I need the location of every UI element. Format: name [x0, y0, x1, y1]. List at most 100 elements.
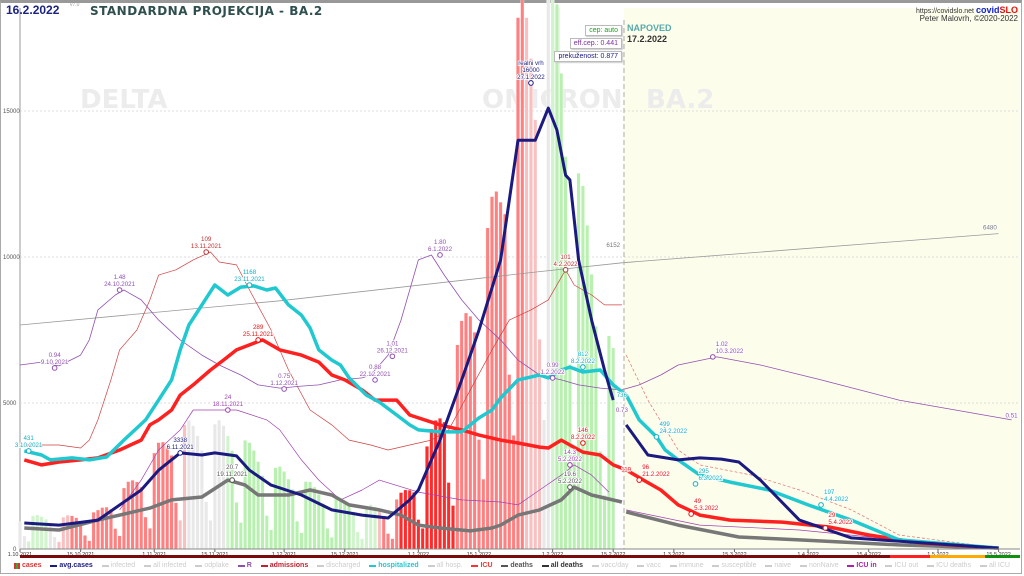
legend-item-icu-out[interactable]: ICU out: [885, 562, 918, 569]
cases-bar: [269, 529, 273, 550]
annotation-label: 24.2.2022: [660, 428, 688, 435]
legend-item-all-deaths[interactable]: all deaths: [541, 562, 584, 569]
cases-bar: [472, 332, 477, 550]
annotation-label: 21.2.2022: [642, 471, 670, 478]
cases-bar: [533, 119, 538, 550]
timeline-bar-green: [985, 555, 1020, 558]
cases-bar: [83, 535, 87, 550]
value-label: 0.51: [1006, 413, 1019, 420]
legend-label: susceptible: [721, 562, 757, 569]
legend-item-immune[interactable]: immune: [669, 562, 704, 569]
cases-bar: [178, 520, 183, 550]
cases-bar: [542, 419, 546, 550]
legend-item-r[interactable]: R: [237, 562, 252, 569]
site-url[interactable]: https://covidslo.net: [916, 8, 975, 15]
cases-bar: [234, 502, 239, 550]
author-credit: Peter Malovrh, ©2020-2022: [919, 14, 1018, 23]
legend-item-avg-cases[interactable]: avg.cases: [50, 562, 93, 569]
legend-label: all deaths: [550, 562, 584, 569]
line-swatch-icon: [427, 564, 435, 567]
cases-bar: [273, 467, 278, 550]
cases-bar: [368, 504, 373, 550]
legend-item-icu-deaths[interactable]: ICU deaths: [927, 562, 971, 569]
legend-item-cases[interactable]: cases: [14, 562, 41, 569]
line-swatch-icon: [637, 564, 645, 567]
legend-item-deaths[interactable]: deaths: [501, 562, 533, 569]
cases-bar: [243, 440, 248, 550]
cases-bar: [529, 58, 533, 550]
line-swatch-icon: [260, 564, 268, 567]
annotation-label: 49: [694, 498, 701, 505]
cases-bar: [225, 435, 230, 550]
annotation-label: 1.48: [114, 274, 127, 281]
report-date: 16.2.2022: [6, 3, 60, 17]
cases-bar: [321, 503, 325, 550]
annotation-label: 4.4.2022: [824, 496, 849, 503]
legend-item-discharged[interactable]: discharged: [317, 562, 360, 569]
cases-bar: [477, 439, 481, 550]
legend-item-vacc[interactable]: vacc: [637, 562, 661, 569]
cases-bar: [429, 428, 434, 550]
annotation-label: 23.11.2021: [234, 276, 265, 283]
annotation-marker: [562, 267, 569, 273]
annotation-marker: [437, 252, 443, 258]
cases-bar: [451, 505, 455, 550]
cases-bar: [143, 516, 148, 550]
legend-item-all-icu[interactable]: all ICU: [979, 562, 1010, 569]
annotation-label: 5.4.2022: [828, 519, 853, 526]
legend-item-nonnaive[interactable]: nonNaive: [799, 562, 839, 569]
annotation-label: 0.88: [369, 364, 382, 371]
legend-item-naive[interactable]: naive: [765, 562, 791, 569]
annotation-marker: [281, 386, 287, 392]
annotation-label: 5.3.2022: [694, 505, 719, 512]
cases-bar: [113, 528, 118, 550]
legend-item-odplake[interactable]: odplake: [195, 562, 229, 569]
cases-bar: [516, 17, 520, 550]
annotation: 0.949.10.2021: [40, 351, 70, 371]
annotation-label: 289: [253, 324, 264, 331]
annotation-marker: [203, 249, 209, 255]
annotation: 295.4.2022: [822, 511, 854, 531]
cases-bar: [204, 501, 209, 550]
legend-item-hospitalized[interactable]: hospitalized: [369, 562, 419, 569]
cases-bar: [455, 344, 460, 550]
annotation-label: 101: [560, 254, 571, 261]
legend-label: admissions: [269, 562, 309, 569]
admissions-line: [24, 251, 622, 451]
legend-item-vacc-day[interactable]: vacc/day: [591, 562, 629, 569]
legend-item-all-hosp-[interactable]: all hosp.: [427, 562, 463, 569]
cases-bar: [156, 442, 161, 550]
legend-item-susceptible[interactable]: susceptible: [712, 562, 756, 569]
legend-item-icu[interactable]: ICU: [471, 562, 493, 569]
legend-item-infected[interactable]: infected: [101, 562, 135, 569]
line-swatch-icon: [237, 564, 245, 567]
annotation-label: 3.10.2021: [15, 442, 43, 449]
immune-line: [19, 233, 999, 326]
annotation-label: realni vrh: [518, 60, 544, 67]
legend-item-icu-in[interactable]: ICU in: [847, 562, 877, 569]
legend-label: ICU deaths: [936, 562, 972, 569]
site-link[interactable]: https://covidslo.net covidSLO: [916, 5, 1018, 15]
cases-bar: [161, 441, 165, 550]
annotation-label: 109: [201, 236, 212, 243]
legend-item-admissions[interactable]: admissions: [260, 562, 309, 569]
annotation-marker: [528, 80, 534, 86]
cases-bar: [524, 17, 529, 550]
annotation-marker: [580, 364, 586, 370]
legend-item-all-infected[interactable]: all infected: [144, 562, 187, 569]
cases-bar: [373, 506, 377, 550]
cases-bar: [381, 515, 386, 550]
annotation: 14.35.2.2022: [557, 448, 583, 468]
cases-bar: [39, 516, 44, 550]
cases-bar: [342, 500, 347, 550]
cases-bar: [511, 435, 516, 550]
annotation-label: 1.01: [386, 340, 399, 347]
legend-label: naive: [774, 562, 792, 569]
cases-bar: [174, 502, 178, 550]
cases-bar: [70, 515, 74, 550]
